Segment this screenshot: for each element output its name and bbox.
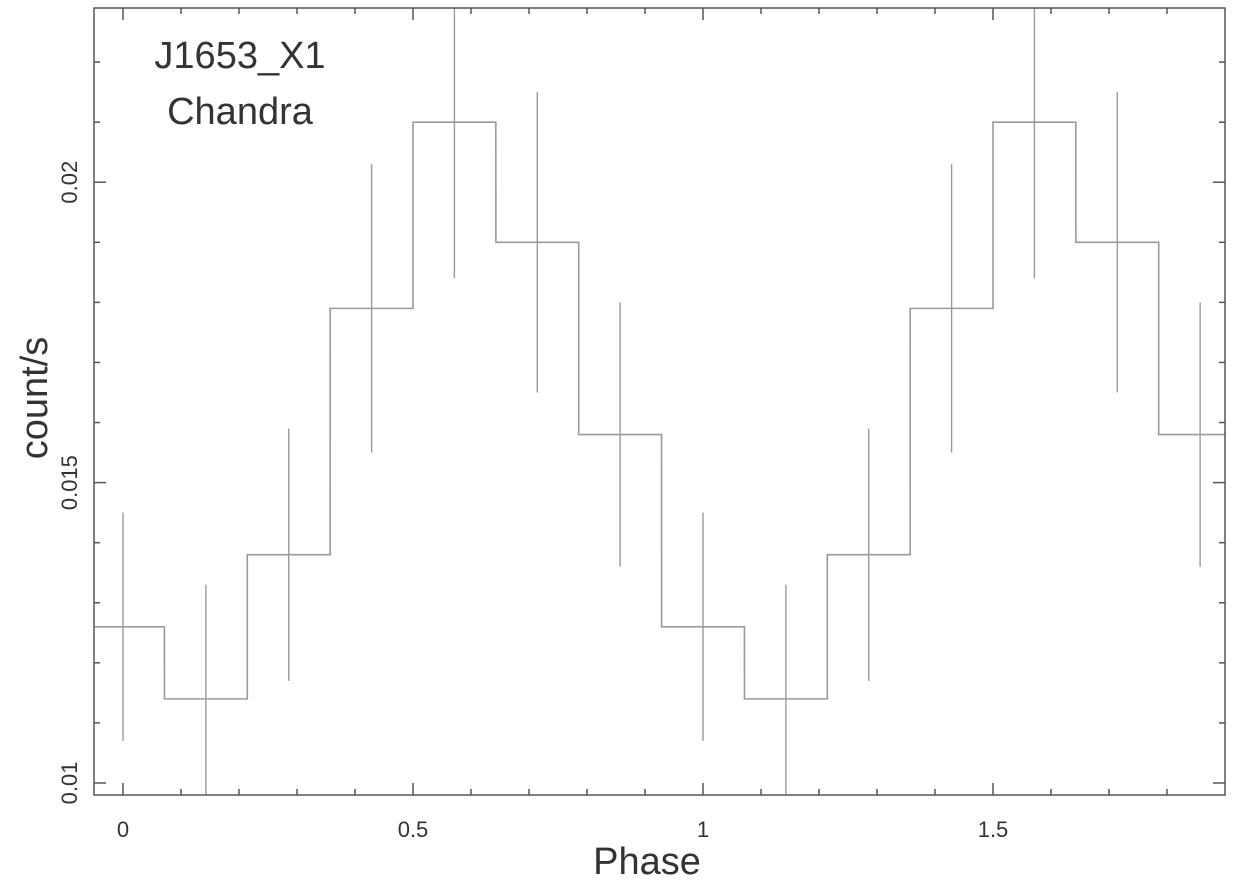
y-tick-labels: 0.01 0.015 0.02 — [57, 161, 82, 805]
x-tick-label: 0.5 — [398, 817, 429, 842]
x-tick-label: 0 — [117, 817, 129, 842]
data-step-line — [94, 121, 1225, 700]
x-tick-label: 1 — [697, 817, 709, 842]
x-tick-labels: 0 0.5 1 1.5 — [117, 817, 1008, 842]
y-axis-label: count/s — [14, 337, 56, 460]
y-tick-label: 0.01 — [57, 762, 82, 805]
x-axis-label: Phase — [593, 841, 701, 882]
annotation-telescope: Chandra — [167, 91, 314, 133]
y-tick-label: 0.015 — [57, 455, 82, 510]
annotation-source-name: J1653_X1 — [154, 35, 325, 77]
data-marks — [94, 8, 1225, 795]
x-tick-label: 1.5 — [978, 817, 1009, 842]
plot-frame — [93, 7, 1226, 796]
y-tick-label: 0.02 — [57, 161, 82, 204]
axis-ticks — [94, 8, 1225, 795]
